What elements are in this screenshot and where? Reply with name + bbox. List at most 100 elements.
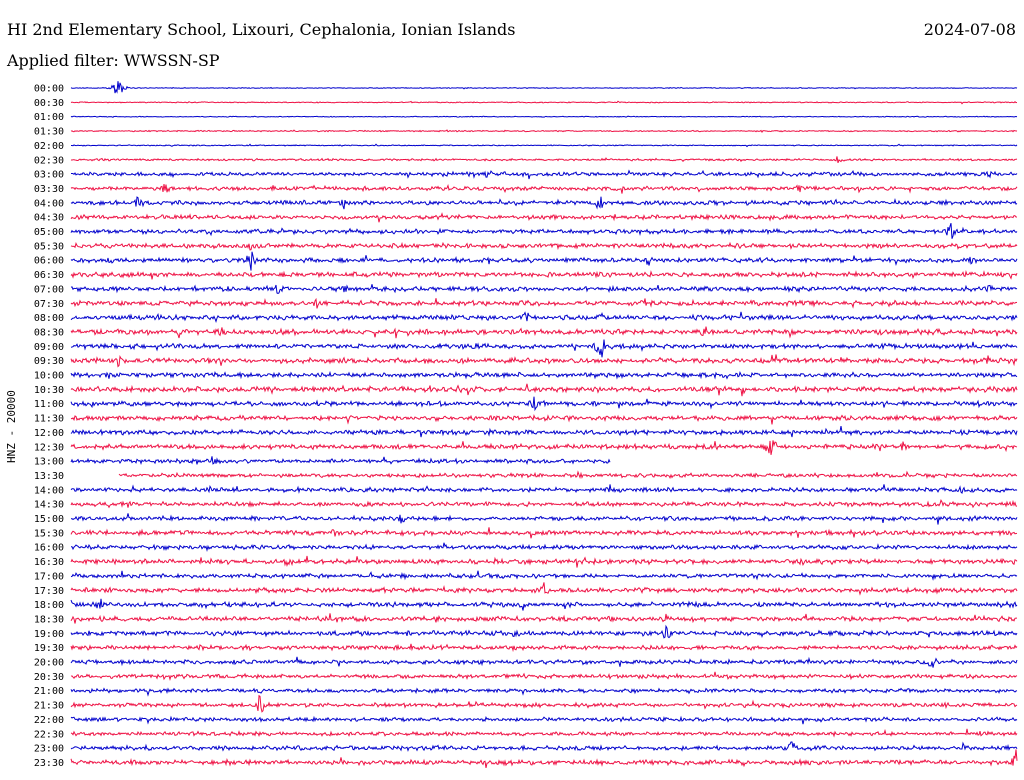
trace-1330: [118, 470, 1018, 480]
trace-2300: [70, 741, 1018, 752]
row-label-0830: 08:30: [34, 327, 64, 338]
trace-0430: [70, 212, 1017, 223]
trace-0130: [70, 129, 1018, 133]
trace-1130: [70, 413, 1018, 425]
row-label-1930: 19:30: [34, 643, 64, 654]
trace-0300: [71, 169, 1018, 180]
row-label-1100: 11:00: [34, 399, 64, 410]
trace-0530: [70, 241, 1018, 251]
recording-date: 2024-07-08: [923, 20, 1016, 39]
trace-0930: [70, 354, 1018, 368]
trace-0600: [70, 251, 1018, 271]
trace-1700: [70, 570, 1018, 581]
trace-1200: [70, 426, 1018, 438]
row-label-2130: 21:30: [34, 701, 64, 712]
row-label-1230: 12:30: [34, 442, 64, 453]
row-label-1700: 17:00: [34, 571, 64, 582]
row-label-0700: 07:00: [34, 284, 64, 295]
station-title: HI 2nd Elementary School, Lixouri, Cepha…: [7, 20, 516, 39]
row-label-1500: 15:00: [34, 514, 64, 525]
row-label-1800: 18:00: [34, 600, 64, 611]
trace-1400: [70, 484, 1018, 495]
trace-2030: [70, 671, 1018, 681]
trace-0030: [70, 100, 1018, 105]
row-label-0930: 09:30: [34, 356, 64, 367]
row-label-1830: 18:30: [34, 614, 64, 625]
trace-1000: [70, 370, 1018, 380]
row-label-0430: 04:30: [34, 213, 64, 224]
trace-0100: [70, 115, 1018, 118]
row-label-0200: 02:00: [34, 141, 64, 152]
row-label-2000: 20:00: [34, 658, 64, 669]
trace-0500: [70, 222, 1018, 239]
row-label-0300: 03:00: [34, 170, 64, 181]
trace-0730: [70, 297, 1018, 309]
trace-1900: [70, 624, 1018, 639]
row-label-2030: 20:30: [34, 672, 64, 683]
trace-1100: [70, 396, 1018, 412]
row-label-0800: 08:00: [34, 313, 64, 324]
row-label-0400: 04:00: [34, 198, 64, 209]
trace-1830: [70, 613, 1017, 624]
row-label-2330: 23:30: [34, 758, 64, 769]
trace-1530: [70, 527, 1018, 539]
trace-0000: [70, 81, 1018, 94]
trace-0800: [70, 311, 1018, 323]
row-label-0230: 02:30: [34, 155, 64, 166]
seismogram-traces: [70, 81, 1018, 769]
trace-2100: [70, 687, 1018, 697]
row-label-1530: 15:30: [34, 528, 64, 539]
row-label-1900: 19:00: [34, 629, 64, 640]
row-label-1030: 10:30: [34, 385, 64, 396]
trace-1930: [70, 643, 1018, 653]
trace-1630: [70, 555, 1018, 568]
row-label-1400: 14:00: [34, 485, 64, 496]
row-label-1330: 13:30: [34, 471, 64, 482]
row-label-0600: 06:00: [34, 256, 64, 267]
trace-0230: [70, 156, 1018, 164]
row-label-1300: 13:00: [34, 457, 64, 468]
trace-0830: [70, 326, 1018, 339]
row-time-labels: 00:00 00:30 01:00 01:30 02:00 02:30 03:00 03:30…: [34, 84, 64, 769]
trace-0630: [70, 269, 1018, 280]
trace-0900: [70, 339, 1018, 358]
trace-1300: [70, 456, 611, 466]
trace-2330: [70, 749, 1018, 769]
row-label-2200: 22:00: [34, 715, 64, 726]
row-label-0030: 00:30: [34, 98, 64, 109]
trace-0330: [70, 183, 1018, 194]
row-label-0500: 05:00: [34, 227, 64, 238]
row-label-0130: 01:30: [34, 127, 64, 138]
row-label-2230: 22:30: [34, 729, 64, 740]
row-label-2300: 23:00: [34, 744, 64, 755]
trace-1600: [71, 542, 1018, 553]
trace-1230: [70, 440, 1018, 455]
trace-0200: [71, 143, 1018, 148]
row-label-0000: 00:00: [34, 84, 64, 95]
trace-2130: [70, 694, 1018, 713]
trace-1800: [70, 598, 1018, 611]
row-label-1130: 11:30: [34, 414, 64, 425]
row-label-0730: 07:30: [34, 299, 64, 310]
row-label-1730: 17:30: [34, 586, 64, 597]
row-label-1200: 12:00: [34, 428, 64, 439]
row-label-0530: 05:30: [34, 241, 64, 252]
row-label-1000: 10:00: [34, 371, 64, 382]
row-label-1430: 14:30: [34, 500, 64, 511]
trace-2200: [70, 715, 1018, 725]
trace-1500: [70, 513, 1018, 525]
applied-filter-label: Applied filter: WWSSN-SP: [7, 51, 220, 70]
trace-0700: [70, 284, 1018, 294]
trace-1030: [70, 383, 1018, 397]
trace-1730: [70, 582, 1018, 596]
row-label-0330: 03:30: [34, 184, 64, 195]
row-label-0100: 01:00: [34, 112, 64, 123]
row-label-1630: 16:30: [34, 557, 64, 568]
trace-2230: [70, 728, 1018, 738]
row-label-0630: 06:30: [34, 270, 64, 281]
row-label-2100: 21:00: [34, 686, 64, 697]
trace-2000: [70, 656, 1018, 668]
trace-0400: [70, 196, 1018, 210]
trace-1430: [70, 499, 1018, 509]
